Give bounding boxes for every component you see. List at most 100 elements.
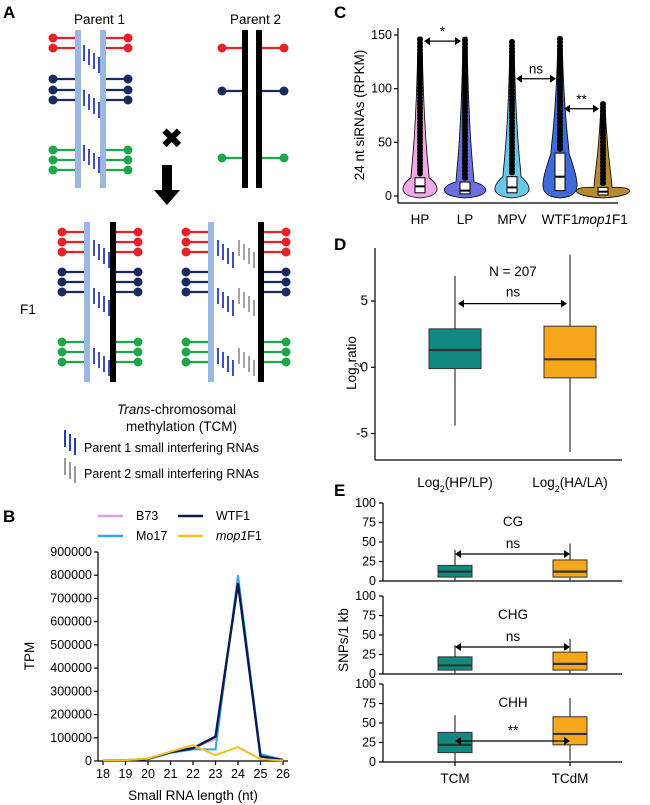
b-x-tick-label: 23 xyxy=(209,767,223,781)
methyl-dot xyxy=(181,287,191,297)
methyl-dot xyxy=(123,165,133,175)
chromatid xyxy=(256,30,262,188)
c-outlier-point xyxy=(509,38,515,45)
methyl-dot xyxy=(123,74,133,84)
c-comparison-arrow-head-right xyxy=(455,37,461,46)
panel-label-c: C xyxy=(334,3,346,22)
b-x-tick-label: 20 xyxy=(141,767,155,781)
c-x-tick-text: MPV xyxy=(497,212,526,227)
d-box-0-box xyxy=(428,328,482,370)
b-y-tick-label: 800000 xyxy=(50,568,92,582)
parent2-label: Parent 2 xyxy=(230,12,281,27)
b-x-tick-label: 26 xyxy=(276,767,290,781)
b-y-tick-label: 100000 xyxy=(50,731,92,745)
panel-c-violin-chart: C 0 50 100 150 24 nt siRNAs (RPKM) HP LP MPV WTF… xyxy=(334,3,631,227)
b-y-tick-label: 0 xyxy=(85,754,92,768)
e-box-CHG-1-box xyxy=(552,651,588,671)
b-y-tick-label: 300000 xyxy=(50,684,92,698)
methyl-dot xyxy=(133,287,143,297)
methyl-dot xyxy=(181,347,191,357)
b-x-tick-label: 22 xyxy=(186,767,200,781)
methyl-dot xyxy=(57,287,67,297)
b-y-tick-label: 600000 xyxy=(50,615,92,629)
e-comparison-arrow-head-left xyxy=(455,643,461,651)
c-comparison-arrow-head-left xyxy=(564,104,570,113)
cross-icon: ✖ xyxy=(160,122,183,155)
legend-sirna-p1-icon xyxy=(64,430,76,455)
b-x-tick-label: 19 xyxy=(119,767,133,781)
legend-sirna-p1-label: Parent 1 small interfering RNAs xyxy=(84,441,259,455)
c-outlier-point xyxy=(557,35,563,42)
methyl-dot xyxy=(281,237,291,247)
methyl-dot xyxy=(181,337,191,347)
e-box-CHG-0-box xyxy=(437,656,473,671)
methyl-dot xyxy=(217,43,227,53)
e-y-tick-label: 25 xyxy=(362,555,376,569)
methyl-dot xyxy=(281,347,291,357)
methyl-dot xyxy=(57,247,67,257)
e-box-CHH-0-box xyxy=(437,731,473,754)
methyl-dot xyxy=(279,43,289,53)
chromatid xyxy=(75,30,81,188)
methyl-dot xyxy=(123,33,133,43)
c-box-HP xyxy=(414,177,426,194)
b-series-line-B73 xyxy=(102,582,284,762)
c-x-tick-label: mop1F1 xyxy=(578,212,628,227)
panel-a-diagram: A Parent 1 Parent 2 ✖ F1 Trans-chromosom… xyxy=(3,3,291,483)
methyl-dot xyxy=(181,247,191,257)
b-legend-label: mop1F1 xyxy=(216,529,262,543)
methyl-dot xyxy=(181,267,191,277)
c-x-tick-label: HP xyxy=(411,212,430,227)
b-legend-label-text: B73 xyxy=(136,509,158,523)
methyl-dot xyxy=(133,247,143,257)
e-y-tick-label: 100 xyxy=(355,496,376,510)
methyl-dot xyxy=(48,85,58,95)
methyl-dot xyxy=(281,247,291,257)
methyl-dot xyxy=(281,227,291,237)
d-x-label-main: Log xyxy=(417,475,440,490)
panel-label-e: E xyxy=(334,481,345,500)
legend-sirna-p2-label: Parent 2 small interfering RNAs xyxy=(84,467,259,481)
c-x-tick-text: WTF1 xyxy=(542,212,579,227)
e-y-tick-label: 0 xyxy=(369,574,376,588)
e-significance-label: ** xyxy=(508,723,519,738)
c-significance-label: ** xyxy=(576,92,587,107)
methyl-dot xyxy=(48,95,58,105)
b-legend-label-text: Mo17 xyxy=(136,529,167,543)
chromatid xyxy=(100,30,106,188)
c-x-tick-italic: mop1 xyxy=(578,212,612,227)
e-comparison-arrow-head-left xyxy=(455,737,461,745)
d-y-tick-label: 0 xyxy=(360,359,368,374)
d-y-title-sub: 2 xyxy=(353,362,363,367)
methyl-dot xyxy=(57,237,67,247)
chromosome-diagrams xyxy=(48,30,291,382)
e-x-tick-label: TCM xyxy=(440,771,469,786)
methyl-dot xyxy=(48,155,58,165)
c-box-MPV xyxy=(506,176,518,194)
panel-e-box-chart: E 0 25 50 75 100 CG ns 0 25 50 75 100 CHG ns 0 25 50 75 10… xyxy=(334,481,622,786)
b-x-tick-label: 18 xyxy=(96,767,110,781)
e-y-tick-label: 0 xyxy=(369,667,376,681)
c-comparison-arrow-head-right xyxy=(593,104,599,113)
methyl-dot xyxy=(123,85,133,95)
parent1-label: Parent 1 xyxy=(74,12,125,27)
c-x-tick-label: MPV xyxy=(497,212,526,227)
chromatid xyxy=(84,222,90,382)
d-x-label-main: Log xyxy=(532,475,555,490)
c-box-WTF1 xyxy=(554,152,566,192)
chromatid xyxy=(258,222,264,382)
d-x-label-rest: (HA/LA) xyxy=(560,475,608,490)
methyl-dot xyxy=(279,153,289,163)
c-y-tick-label: 50 xyxy=(378,135,392,149)
methyl-dot xyxy=(133,277,143,287)
panel-label-a: A xyxy=(3,3,15,22)
methyl-dot xyxy=(181,357,191,367)
c-y-tick-label: 150 xyxy=(371,28,392,42)
b-legend-label: Mo17 xyxy=(136,529,167,543)
e-context-label: CHG xyxy=(498,607,528,622)
b-legend-label: B73 xyxy=(136,509,158,523)
c-significance-label: * xyxy=(440,24,446,39)
c-y-tick-label: 100 xyxy=(371,82,392,96)
b-x-tick-label: 24 xyxy=(231,767,245,781)
